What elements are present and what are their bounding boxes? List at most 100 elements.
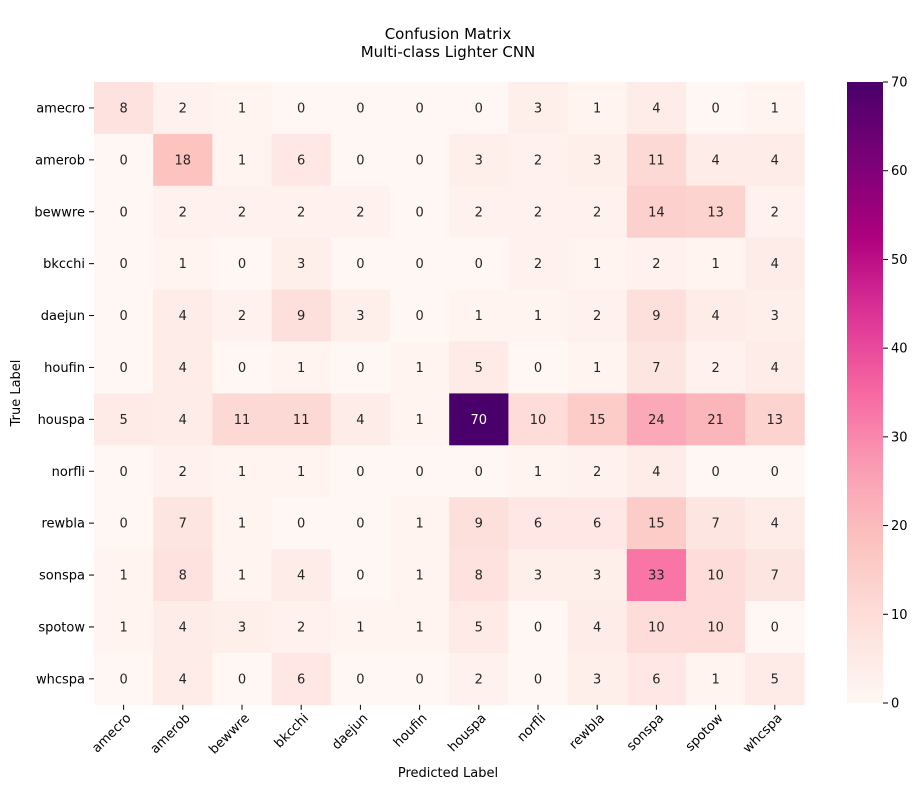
cell-value-label: 33 [648, 569, 665, 584]
cell-value-label: 1 [415, 620, 423, 635]
cell-value-label: 0 [415, 465, 423, 480]
heatmap-cell [567, 601, 628, 654]
heatmap-cell [686, 341, 746, 394]
cell-value-label: 0 [475, 465, 483, 480]
cell-value-label: 3 [297, 257, 305, 272]
cell-value-label: 0 [238, 257, 246, 272]
cell-value-label: 0 [534, 620, 542, 635]
cell-value-label: 8 [179, 569, 187, 584]
heatmap-cell [390, 289, 450, 342]
heatmap-cell [330, 341, 391, 394]
heatmap-cell [626, 652, 687, 706]
heatmap-cell [686, 652, 746, 706]
cell-value-label: 0 [119, 465, 127, 480]
heatmap-cell [449, 445, 509, 498]
cell-value-label: 0 [119, 153, 127, 168]
heatmap-cell [390, 601, 450, 654]
heatmap-cell [390, 82, 450, 135]
heatmap-cell [330, 601, 391, 654]
heatmap-cell [212, 341, 272, 394]
colorbar-tick-label: 50 [891, 253, 908, 268]
cell-value-label: 6 [652, 672, 660, 687]
x-tick-label: whcspa [740, 711, 785, 756]
cell-value-label: 2 [771, 205, 779, 220]
heatmap-cell [330, 497, 391, 550]
colorbar-tick-label: 10 [891, 608, 908, 623]
cell-value-label: 2 [475, 205, 483, 220]
heatmap-cell [330, 549, 391, 602]
cell-value-label: 3 [356, 309, 364, 324]
cell-value-label: 5 [119, 413, 127, 428]
cell-value-label: 1 [238, 101, 246, 116]
cell-value-label: 0 [415, 257, 423, 272]
heatmap-cell [686, 601, 746, 654]
colorbar-tick-label: 60 [891, 164, 908, 179]
heatmap-cell [745, 82, 805, 135]
heatmap-cell [508, 393, 568, 446]
heatmap-cell [626, 185, 687, 239]
heatmap-cell [153, 133, 213, 187]
cell-value-label: 6 [534, 517, 542, 532]
heatmap-cell [449, 549, 509, 602]
heatmap-cell [686, 549, 746, 602]
heatmap-cell [330, 133, 391, 187]
cell-value-label: 1 [475, 309, 483, 324]
cell-value-label: 0 [534, 361, 542, 376]
heatmap-cell [745, 601, 805, 654]
heatmap-cell [390, 133, 450, 187]
heatmap-cell [745, 237, 805, 290]
heatmap-cell [449, 237, 509, 290]
cell-value-label: 0 [238, 672, 246, 687]
heatmap-cell [390, 185, 450, 239]
cell-value-label: 0 [119, 205, 127, 220]
cell-value-label: 6 [297, 153, 305, 168]
heatmap-cell [94, 289, 154, 342]
heatmap-cell [390, 652, 450, 706]
cell-value-label: 1 [593, 101, 601, 116]
cell-value-label: 1 [238, 517, 246, 532]
cell-value-label: 0 [415, 672, 423, 687]
heatmap-cell [153, 289, 213, 342]
heatmap-cell [745, 289, 805, 342]
cell-value-label: 1 [415, 413, 423, 428]
heatmap-cell [94, 445, 154, 498]
cell-value-label: 2 [238, 309, 246, 324]
cell-value-label: 0 [356, 101, 364, 116]
cell-value-label: 4 [652, 101, 660, 116]
cell-value-label: 14 [648, 205, 665, 220]
y-tick-label: daejun [41, 309, 85, 324]
cell-value-label: 2 [179, 465, 187, 480]
cell-value-label: 0 [119, 517, 127, 532]
heatmap-cell [686, 133, 746, 187]
heatmap-cell [508, 185, 568, 239]
cell-value-label: 18 [175, 153, 192, 168]
cell-value-label: 0 [119, 309, 127, 324]
x-tick-label: sonspa [624, 711, 667, 754]
heatmap-cell [153, 185, 213, 239]
heatmap-cell [212, 82, 272, 135]
cell-value-label: 4 [652, 465, 660, 480]
cell-value-label: 4 [356, 413, 364, 428]
colorbar-tick-label: 40 [891, 342, 908, 357]
colorbar-tick-label: 20 [891, 519, 908, 534]
heatmap-cell [153, 445, 213, 498]
heatmap-cell [330, 185, 391, 239]
cell-value-label: 0 [771, 465, 779, 480]
cell-value-label: 7 [771, 569, 779, 584]
heatmap-cell [153, 237, 213, 290]
heatmap-cell [94, 341, 154, 394]
y-tick-label: whcspa [36, 672, 85, 687]
y-tick-label: spotow [38, 620, 85, 635]
y-tick-label: houspa [38, 413, 85, 428]
heatmap-cell [745, 445, 805, 498]
cell-value-label: 1 [297, 361, 305, 376]
heatmap-cell [508, 652, 568, 706]
heatmap-cell [626, 393, 687, 446]
cell-value-label: 3 [534, 569, 542, 584]
heatmap-cell [390, 445, 450, 498]
cell-value-label: 0 [771, 620, 779, 635]
heatmap-cell [508, 549, 568, 602]
heatmap-cell [449, 601, 509, 654]
colorbar-tick-label: 70 [891, 76, 908, 91]
